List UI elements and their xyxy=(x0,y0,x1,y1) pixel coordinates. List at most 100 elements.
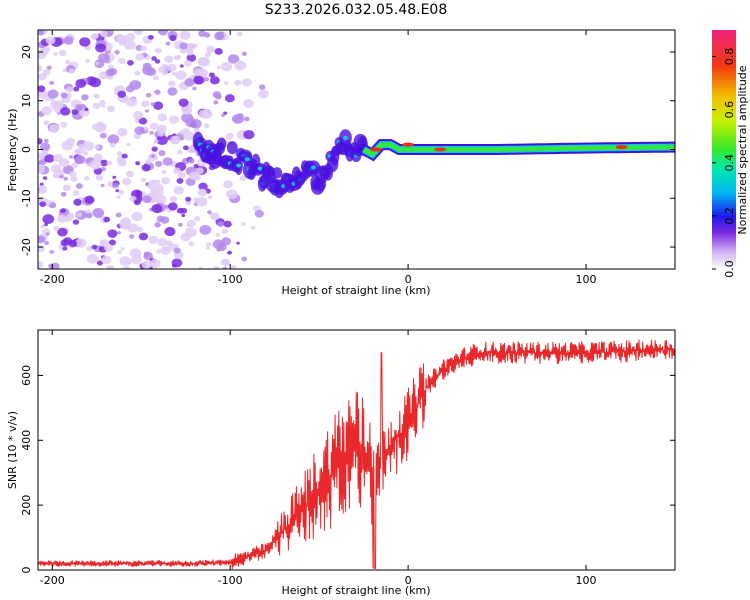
noise-blob xyxy=(125,170,135,178)
noise-blob xyxy=(115,212,122,218)
noise-blob xyxy=(45,36,56,45)
noise-blob xyxy=(131,211,143,222)
noise-blob xyxy=(209,76,220,85)
noise-blob xyxy=(205,242,212,247)
noise-blob xyxy=(207,195,213,200)
noise-blob xyxy=(38,64,43,72)
noise-blob xyxy=(129,234,135,239)
x-tick-label: -200 xyxy=(40,273,65,286)
noise-blob xyxy=(169,135,181,145)
snr-x-ticks: -200 -100 0 100 xyxy=(40,330,597,587)
noise-blob xyxy=(213,100,219,105)
noise-blob xyxy=(194,215,201,222)
noise-blob xyxy=(92,207,105,218)
noise-blob xyxy=(75,238,87,248)
noise-blob xyxy=(39,48,45,52)
noise-blob xyxy=(258,89,269,99)
noise-blob xyxy=(42,214,55,224)
noise-blob xyxy=(120,247,125,251)
noise-blob xyxy=(75,104,84,111)
noise-blob xyxy=(161,169,167,175)
noise-blob xyxy=(126,142,131,147)
y-tick-label: 400 xyxy=(20,430,33,451)
noise-blob xyxy=(216,65,221,70)
signal-core xyxy=(257,166,263,171)
noise-blob xyxy=(93,153,103,162)
noise-blob xyxy=(177,149,183,155)
noise-blob xyxy=(155,195,167,205)
noise-blob xyxy=(178,222,183,227)
x-tick-label: -200 xyxy=(40,574,65,587)
noise-blob xyxy=(49,250,55,254)
noise-blob xyxy=(154,222,161,228)
noise-blob xyxy=(62,246,68,251)
noise-blob xyxy=(66,86,74,93)
figure-title: S233.2026.032.05.48.E08 xyxy=(265,2,448,18)
noise-blob xyxy=(44,240,50,245)
noise-blob xyxy=(220,61,233,72)
noise-blob xyxy=(86,253,99,264)
noise-blob xyxy=(226,189,238,200)
noise-blob xyxy=(171,263,177,268)
noise-blob xyxy=(135,53,145,61)
noise-blob xyxy=(121,153,128,159)
noise-blob xyxy=(127,59,134,66)
noise-blob xyxy=(106,264,115,269)
noise-blob xyxy=(203,32,211,38)
noise-blob xyxy=(84,45,91,51)
noise-blob xyxy=(149,130,154,135)
noise-blob xyxy=(91,244,98,250)
noise-blob xyxy=(153,140,158,144)
noise-blob xyxy=(201,112,209,119)
noise-blob xyxy=(38,138,43,145)
noise-blob xyxy=(123,40,136,50)
noise-blob xyxy=(107,134,120,145)
noise-blob xyxy=(58,49,67,57)
noise-blob xyxy=(73,86,80,92)
noise-blob xyxy=(179,130,185,136)
noise-blob xyxy=(112,175,117,180)
noise-blob xyxy=(195,197,208,207)
noise-blob xyxy=(171,71,176,76)
noise-blob xyxy=(243,98,254,108)
noise-blob xyxy=(46,65,52,70)
noise-blob xyxy=(49,80,55,86)
noise-blob xyxy=(142,195,152,204)
noise-blob xyxy=(95,43,107,53)
noise-blob xyxy=(99,30,108,38)
noise-blob xyxy=(122,265,131,269)
noise-blob xyxy=(158,132,164,137)
noise-blob xyxy=(224,94,235,103)
noise-blob xyxy=(116,151,123,157)
noise-blob xyxy=(258,84,266,90)
noise-blob xyxy=(187,219,196,228)
signal-blob xyxy=(216,137,227,151)
noise-blob xyxy=(99,159,109,167)
noise-blob xyxy=(81,94,89,101)
noise-blob xyxy=(53,100,64,110)
noise-blob xyxy=(118,190,125,195)
noise-blob xyxy=(84,195,95,204)
noise-blob xyxy=(215,232,221,237)
snr-frame xyxy=(37,329,676,571)
noise-blob xyxy=(76,212,82,218)
noise-blob xyxy=(193,163,199,169)
noise-blob xyxy=(72,190,80,196)
noise-blob xyxy=(164,226,176,237)
carrier-peak xyxy=(370,147,383,152)
noise-blob xyxy=(241,256,248,262)
noise-blob xyxy=(203,123,210,129)
noise-blob xyxy=(59,174,64,179)
noise-blob xyxy=(38,185,48,195)
noise-blob xyxy=(193,68,202,76)
noise-blob xyxy=(241,78,252,87)
noise-blob xyxy=(60,208,66,213)
noise-blob xyxy=(230,265,237,269)
noise-blob xyxy=(160,216,170,224)
y-tick-label: 200 xyxy=(20,495,33,516)
noise-blob xyxy=(111,182,119,189)
noise-blob xyxy=(206,45,216,54)
noise-blob xyxy=(85,212,93,219)
noise-blob xyxy=(234,60,247,71)
